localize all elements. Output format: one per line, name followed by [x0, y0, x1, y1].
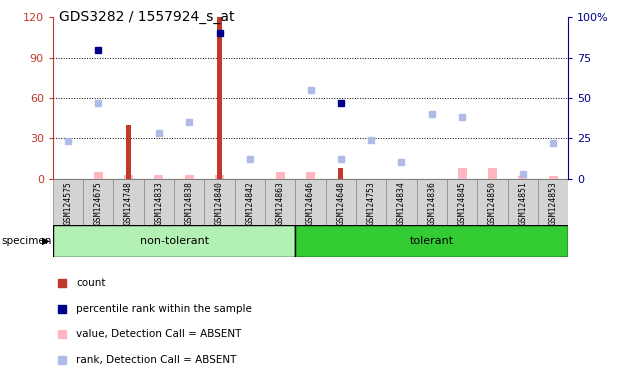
Bar	[94, 172, 103, 179]
Text: GSM124845: GSM124845	[458, 181, 466, 225]
Text: GSM124838: GSM124838	[184, 181, 194, 225]
Bar	[276, 172, 284, 179]
Bar	[518, 176, 527, 179]
Bar	[538, 179, 568, 225]
Text: GSM124833: GSM124833	[155, 181, 163, 225]
Bar	[114, 179, 143, 225]
Text: GSM124840: GSM124840	[215, 181, 224, 225]
Text: specimen: specimen	[1, 236, 52, 246]
Text: GSM124753: GSM124753	[366, 181, 376, 225]
Bar	[184, 175, 194, 179]
Text: GSM124575: GSM124575	[63, 181, 73, 225]
Bar	[235, 179, 265, 225]
Text: percentile rank within the sample: percentile rank within the sample	[76, 304, 252, 314]
Bar	[478, 179, 507, 225]
Text: value, Detection Call = ABSENT: value, Detection Call = ABSENT	[76, 329, 242, 339]
Text: tolerant: tolerant	[410, 236, 454, 246]
Bar	[204, 179, 235, 225]
Text: GSM124648: GSM124648	[337, 181, 345, 225]
Bar	[447, 179, 478, 225]
Text: ▶: ▶	[42, 236, 50, 246]
Bar	[217, 17, 222, 179]
Bar	[155, 175, 163, 179]
Bar	[265, 179, 296, 225]
Bar	[143, 179, 174, 225]
Bar	[53, 179, 83, 225]
Bar	[386, 179, 417, 225]
Bar	[215, 175, 224, 179]
Bar	[325, 179, 356, 225]
Bar	[417, 179, 447, 225]
Text: GSM124748: GSM124748	[124, 181, 133, 225]
Bar	[356, 179, 386, 225]
Text: GSM124863: GSM124863	[276, 181, 284, 225]
Text: GSM124836: GSM124836	[427, 181, 437, 225]
Text: GDS3282 / 1557924_s_at: GDS3282 / 1557924_s_at	[59, 10, 235, 23]
Text: GSM124853: GSM124853	[548, 181, 558, 225]
Bar	[548, 176, 558, 179]
Bar	[507, 179, 538, 225]
Text: GSM124850: GSM124850	[488, 181, 497, 225]
Text: GSM124834: GSM124834	[397, 181, 406, 225]
Text: rank, Detection Call = ABSENT: rank, Detection Call = ABSENT	[76, 355, 237, 365]
Bar	[488, 168, 497, 179]
Text: GSM124842: GSM124842	[245, 181, 255, 225]
Text: GSM124675: GSM124675	[94, 181, 102, 225]
Text: count: count	[76, 278, 106, 288]
Text: non-tolerant: non-tolerant	[140, 236, 209, 246]
Bar	[53, 225, 296, 257]
Bar	[458, 168, 466, 179]
Text: GSM124851: GSM124851	[519, 181, 527, 225]
Bar	[83, 179, 114, 225]
Text: GSM124646: GSM124646	[306, 181, 315, 225]
Bar	[126, 125, 131, 179]
Bar	[296, 179, 325, 225]
Bar	[174, 179, 204, 225]
Bar	[296, 225, 568, 257]
Bar	[338, 168, 343, 179]
Bar	[306, 172, 315, 179]
Bar	[124, 175, 133, 179]
